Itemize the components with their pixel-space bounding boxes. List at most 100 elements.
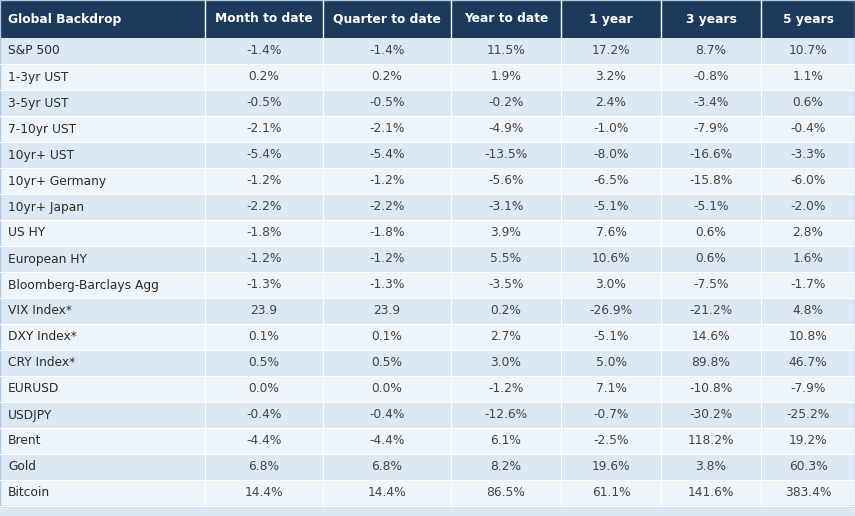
Bar — [761, 428, 855, 454]
Bar — [661, 64, 761, 90]
Bar — [451, 428, 561, 454]
Text: -1.2%: -1.2% — [246, 174, 281, 187]
Bar — [761, 376, 855, 402]
Text: -3.4%: -3.4% — [693, 96, 728, 109]
Bar — [661, 324, 761, 350]
Bar — [0, 220, 205, 246]
Text: 0.2%: 0.2% — [372, 71, 403, 84]
Bar — [561, 90, 661, 116]
Text: 1-3yr UST: 1-3yr UST — [8, 71, 68, 84]
Bar — [561, 298, 661, 324]
Text: 6.1%: 6.1% — [491, 434, 522, 447]
Text: 19.2%: 19.2% — [788, 434, 828, 447]
Text: -21.2%: -21.2% — [689, 304, 733, 317]
Bar — [661, 116, 761, 142]
Text: US HY: US HY — [8, 227, 45, 239]
Bar — [205, 376, 323, 402]
Bar — [451, 194, 561, 220]
Text: EURUSD: EURUSD — [8, 382, 59, 395]
Text: 3.8%: 3.8% — [695, 460, 727, 474]
Bar — [205, 402, 323, 428]
Text: -0.5%: -0.5% — [369, 96, 404, 109]
Text: 60.3%: 60.3% — [788, 460, 828, 474]
Bar — [761, 272, 855, 298]
Bar — [205, 454, 323, 480]
Bar — [661, 480, 761, 506]
Text: 7-10yr UST: 7-10yr UST — [8, 122, 76, 136]
Text: 1.9%: 1.9% — [491, 71, 522, 84]
Bar — [451, 246, 561, 272]
Bar — [451, 350, 561, 376]
Text: -7.9%: -7.9% — [693, 122, 728, 136]
Bar — [761, 0, 855, 38]
Bar — [323, 376, 451, 402]
Bar — [205, 428, 323, 454]
Bar — [561, 194, 661, 220]
Text: Month to date: Month to date — [215, 12, 313, 25]
Text: 118.2%: 118.2% — [687, 434, 734, 447]
Bar — [205, 324, 323, 350]
Bar — [761, 324, 855, 350]
Bar — [323, 246, 451, 272]
Bar — [0, 272, 205, 298]
Text: 19.6%: 19.6% — [592, 460, 630, 474]
Bar — [0, 142, 205, 168]
Bar — [323, 480, 451, 506]
Bar — [661, 428, 761, 454]
Bar — [661, 90, 761, 116]
Text: 4.8%: 4.8% — [793, 304, 823, 317]
Text: -30.2%: -30.2% — [689, 409, 733, 422]
Text: 3.2%: 3.2% — [596, 71, 627, 84]
Text: European HY: European HY — [8, 252, 87, 266]
Bar — [323, 194, 451, 220]
Text: 14.4%: 14.4% — [245, 487, 283, 499]
Bar — [0, 324, 205, 350]
Text: -6.5%: -6.5% — [593, 174, 628, 187]
Text: 17.2%: 17.2% — [592, 44, 630, 57]
Bar — [451, 376, 561, 402]
Text: 10.8%: 10.8% — [788, 331, 828, 344]
Text: -2.2%: -2.2% — [246, 201, 281, 214]
Text: 3.0%: 3.0% — [596, 279, 627, 292]
Bar — [761, 168, 855, 194]
Bar — [323, 324, 451, 350]
Text: 8.2%: 8.2% — [491, 460, 522, 474]
Text: 14.4%: 14.4% — [368, 487, 406, 499]
Text: -5.1%: -5.1% — [693, 201, 728, 214]
Text: -3.3%: -3.3% — [790, 149, 826, 162]
Text: 89.8%: 89.8% — [692, 357, 730, 369]
Bar — [561, 64, 661, 90]
Text: -0.4%: -0.4% — [369, 409, 404, 422]
Text: -1.4%: -1.4% — [246, 44, 281, 57]
Text: 10.7%: 10.7% — [788, 44, 828, 57]
Text: 1 year: 1 year — [589, 12, 633, 25]
Bar — [661, 402, 761, 428]
Bar — [661, 454, 761, 480]
Bar — [0, 64, 205, 90]
Bar — [561, 272, 661, 298]
Text: 6.8%: 6.8% — [372, 460, 403, 474]
Text: 0.6%: 0.6% — [696, 252, 727, 266]
Text: -2.0%: -2.0% — [790, 201, 826, 214]
Bar — [451, 142, 561, 168]
Text: VIX Index*: VIX Index* — [8, 304, 72, 317]
Bar — [761, 220, 855, 246]
Bar — [451, 116, 561, 142]
Text: -26.9%: -26.9% — [589, 304, 633, 317]
Bar — [0, 428, 205, 454]
Bar — [0, 246, 205, 272]
Text: USDJPY: USDJPY — [8, 409, 52, 422]
Text: 5.5%: 5.5% — [491, 252, 522, 266]
Bar — [205, 246, 323, 272]
Text: -1.4%: -1.4% — [369, 44, 404, 57]
Bar — [561, 324, 661, 350]
Text: 86.5%: 86.5% — [486, 487, 526, 499]
Bar — [451, 220, 561, 246]
Text: 0.5%: 0.5% — [372, 357, 403, 369]
Text: 10yr+ Germany: 10yr+ Germany — [8, 174, 106, 187]
Text: -25.2%: -25.2% — [787, 409, 829, 422]
Text: -5.6%: -5.6% — [488, 174, 524, 187]
Bar — [451, 38, 561, 64]
Text: 7.6%: 7.6% — [596, 227, 627, 239]
Bar — [761, 38, 855, 64]
